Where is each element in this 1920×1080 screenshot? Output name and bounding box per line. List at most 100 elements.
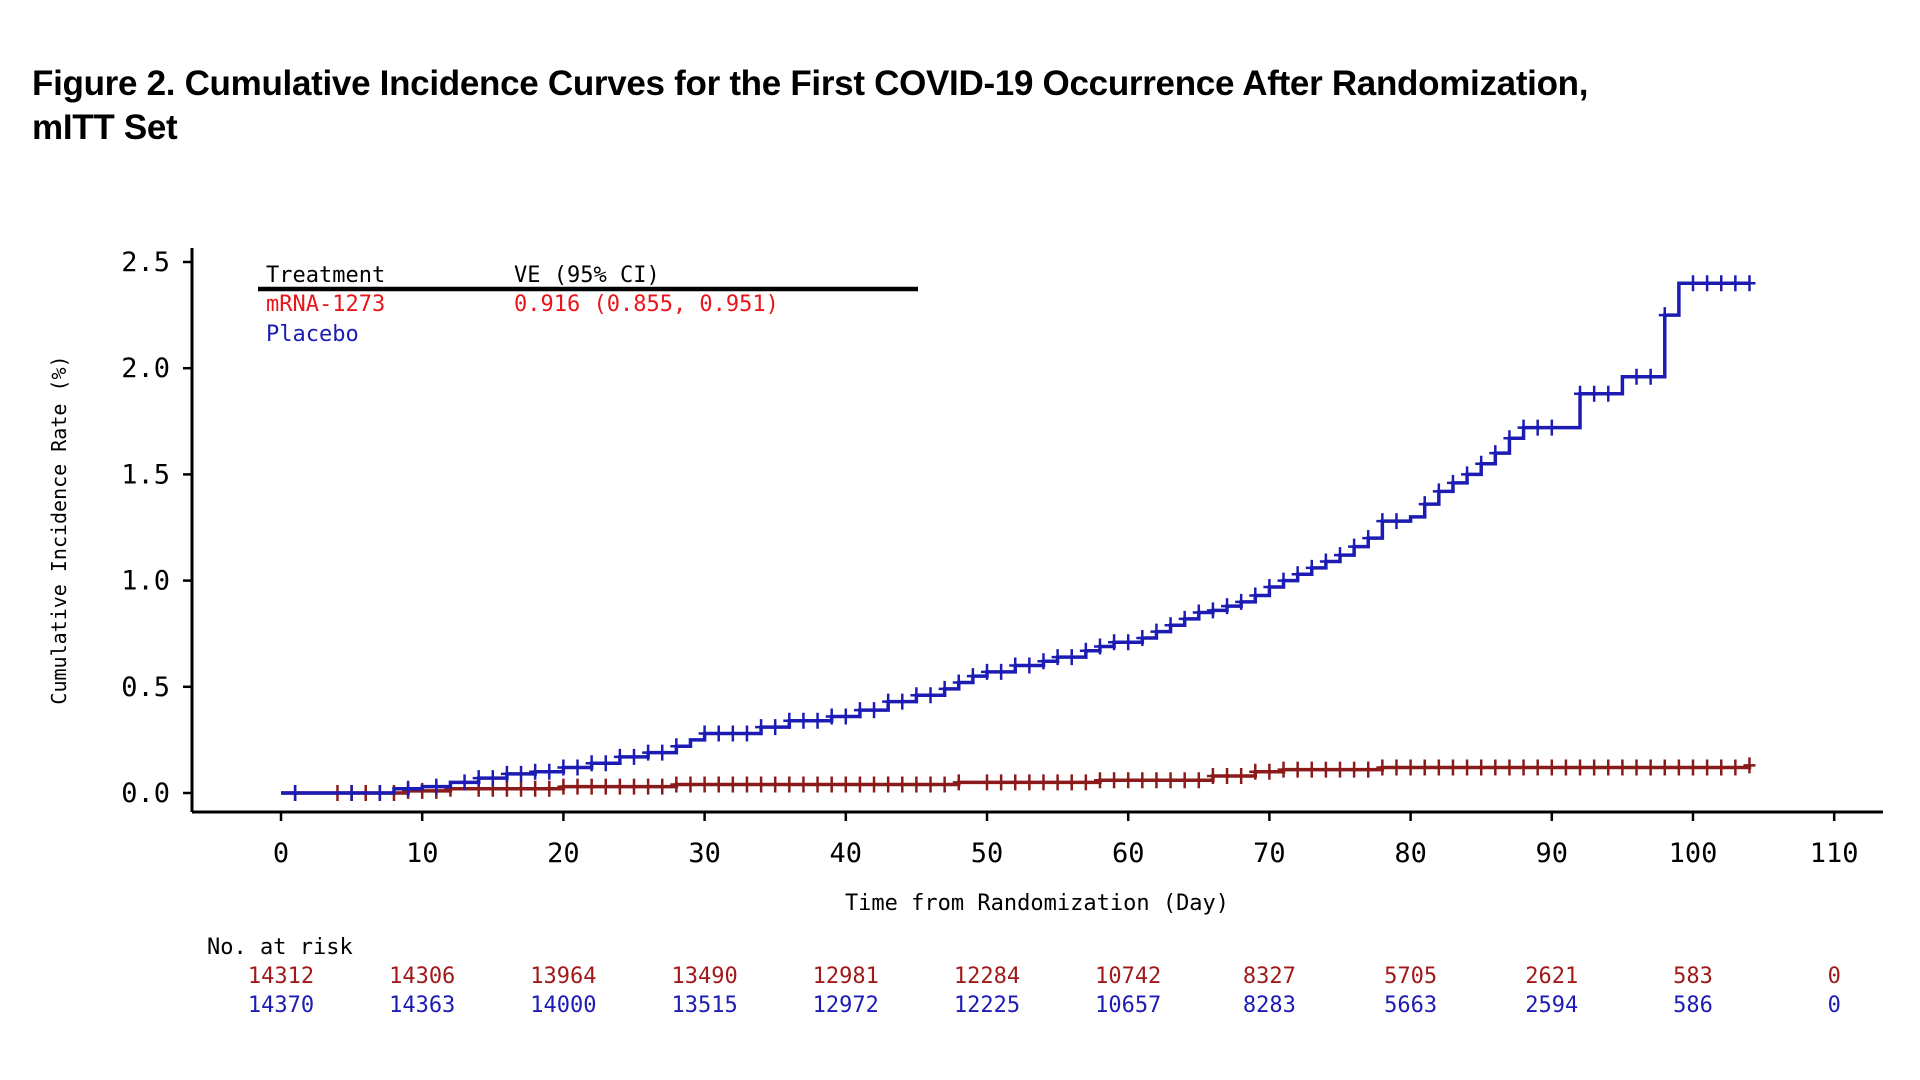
censor-mark-placebo [642, 744, 655, 761]
censor-mark-mrna-1273 [1658, 759, 1671, 776]
censor-mark-mrna-1273 [896, 776, 909, 793]
at-risk-value-mrna-1273: 12284 [954, 964, 1020, 989]
censor-mark-mrna-1273 [1503, 759, 1516, 776]
censor-mark-mrna-1273 [599, 778, 612, 795]
censor-mark-placebo [769, 719, 782, 736]
censor-mark-placebo [1150, 623, 1163, 640]
y-axis-title: Cumulative Incidence Rate (%) [47, 355, 71, 704]
censor-mark-mrna-1273 [1418, 759, 1431, 776]
censor-mark-placebo [557, 759, 570, 776]
y-tick-label: 2.0 [121, 353, 170, 384]
censor-mark-placebo [585, 755, 598, 772]
censor-mark-mrna-1273 [1164, 772, 1177, 789]
censor-mark-mrna-1273 [1701, 759, 1714, 776]
censor-mark-mrna-1273 [1093, 772, 1106, 789]
x-tick-label: 0 [273, 838, 289, 869]
censor-mark-placebo [599, 755, 612, 772]
at-risk-value-placebo: 12225 [954, 993, 1020, 1018]
censor-mark-placebo [995, 663, 1008, 680]
censor-mark-placebo [1164, 617, 1177, 634]
censor-mark-mrna-1273 [825, 776, 838, 793]
legend-entry-mrna-1273: mRNA-1273 [266, 292, 385, 317]
censor-mark-placebo [402, 780, 415, 797]
censor-mark-mrna-1273 [1446, 759, 1459, 776]
at-risk-label: No. at risk [207, 935, 353, 960]
censor-mark-placebo [882, 693, 895, 710]
censor-mark-placebo [712, 725, 725, 742]
x-axis-title: Time from Randomization (Day) [845, 891, 1229, 916]
censor-mark-mrna-1273 [1277, 761, 1290, 778]
censor-mark-mrna-1273 [882, 776, 895, 793]
at-risk-value-mrna-1273: 8327 [1243, 964, 1296, 989]
censor-mark-placebo [500, 765, 513, 782]
censor-mark-mrna-1273 [1390, 759, 1403, 776]
censor-mark-placebo [1475, 455, 1488, 472]
censor-mark-mrna-1273 [1672, 759, 1685, 776]
censor-mark-mrna-1273 [1602, 759, 1615, 776]
censor-mark-mrna-1273 [585, 778, 598, 795]
censor-mark-placebo [1531, 419, 1544, 436]
censor-mark-placebo [1334, 547, 1346, 564]
censor-mark-mrna-1273 [1729, 759, 1742, 776]
censor-mark-mrna-1273 [811, 776, 824, 793]
y-tick-label: 1.0 [121, 566, 170, 597]
censor-mark-placebo [1037, 653, 1050, 670]
censor-mark-mrna-1273 [529, 780, 542, 797]
censor-mark-mrna-1273 [1517, 759, 1530, 776]
censor-mark-mrna-1273 [1616, 759, 1629, 776]
censor-mark-mrna-1273 [1065, 774, 1078, 791]
censor-mark-mrna-1273 [726, 776, 739, 793]
censor-mark-mrna-1273 [1362, 761, 1375, 778]
censor-mark-mrna-1273 [1687, 759, 1699, 776]
censor-mark-mrna-1273 [1178, 772, 1191, 789]
censor-mark-mrna-1273 [1192, 772, 1205, 789]
censor-mark-placebo [1376, 513, 1389, 530]
censor-mark-placebo [1009, 657, 1022, 674]
censor-mark-mrna-1273 [1432, 759, 1445, 776]
censor-mark-mrna-1273 [981, 774, 993, 791]
at-risk-value-placebo: 14370 [248, 993, 314, 1018]
censor-mark-placebo [1362, 530, 1375, 547]
at-risk-value-mrna-1273: 14306 [389, 964, 455, 989]
axes: 0.0 0.5 1.0 1.5 2.0 2.5 0 10 20 30 40 50 60 70 80 90 100… [47, 247, 1883, 916]
censor-mark-mrna-1273 [1545, 759, 1558, 776]
legend-ve-mrna-1273: 0.916 (0.855, 0.951) [514, 292, 779, 317]
censor-mark-placebo [430, 778, 443, 795]
x-tick-label: 90 [1536, 838, 1569, 869]
censor-mark-placebo [952, 674, 965, 691]
censor-mark-mrna-1273 [1743, 757, 1756, 774]
censor-mark-mrna-1273 [1009, 774, 1022, 791]
censor-mark-placebo [1221, 598, 1234, 615]
censor-mark-mrna-1273 [1461, 759, 1474, 776]
censor-mark-mrna-1273 [938, 776, 951, 793]
censor-mark-placebo [1093, 638, 1106, 655]
censor-mark-placebo [1432, 483, 1445, 500]
censor-mark-placebo [924, 687, 937, 704]
at-risk-value-mrna-1273: 12981 [813, 964, 879, 989]
censor-mark-placebo [1390, 513, 1403, 530]
censor-mark-placebo [1277, 572, 1290, 589]
y-tick-label: 0.0 [121, 778, 170, 809]
censor-mark-placebo [1517, 419, 1530, 436]
censor-mark-placebo [1630, 368, 1643, 385]
at-risk-value-mrna-1273: 10742 [1095, 964, 1161, 989]
at-risk-value-mrna-1273: 14312 [248, 964, 314, 989]
censor-mark-placebo [1574, 385, 1587, 402]
censor-mark-mrna-1273 [1334, 761, 1346, 778]
plot-area [281, 275, 1756, 801]
censor-mark-placebo [1701, 275, 1714, 292]
censor-mark-placebo [853, 702, 866, 719]
censor-mark-placebo [543, 763, 556, 780]
censor-mark-mrna-1273 [952, 774, 965, 791]
censor-mark-mrna-1273 [1404, 759, 1417, 776]
censor-mark-mrna-1273 [1221, 768, 1234, 785]
censor-mark-mrna-1273 [839, 776, 852, 793]
censor-mark-mrna-1273 [515, 780, 528, 797]
x-tick-label: 80 [1394, 838, 1427, 869]
censor-mark-placebo [1291, 566, 1304, 583]
censor-mark-mrna-1273 [1291, 761, 1304, 778]
figure-title-line-1: Figure 2. Cumulative Incidence Curves fo… [32, 64, 1589, 103]
censor-mark-placebo [1319, 553, 1332, 570]
at-risk-value-placebo: 14000 [530, 993, 596, 1018]
